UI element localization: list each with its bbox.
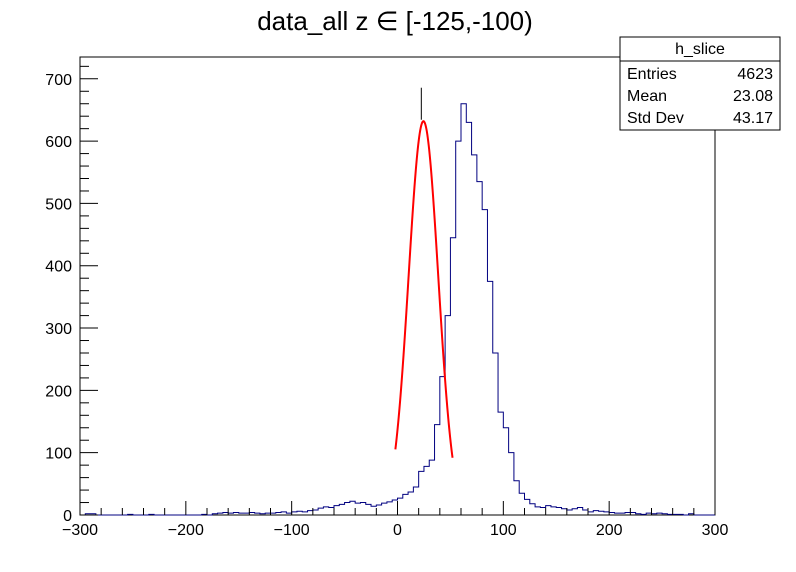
stats-box-frame [619, 36, 781, 131]
y-tick-label: 300 [45, 321, 72, 338]
x-tick-label: −200 [168, 522, 204, 539]
chart-title: data_all z ∈ [-125,-100) [257, 6, 533, 36]
histogram-outline [80, 103, 715, 516]
x-tick-label: 100 [490, 522, 517, 539]
stats-box: h_slice Entries 4623 Mean 23.08 Std Dev … [619, 36, 781, 131]
x-tick-label: 0 [393, 522, 402, 539]
y-tick-label: 700 [45, 72, 72, 89]
stats-stddev-value: 43.17 [733, 110, 773, 127]
y-tick-label: 400 [45, 259, 72, 276]
x-tick-label: 200 [596, 522, 623, 539]
x-tick-label: 300 [702, 522, 729, 539]
y-tick-label: 600 [45, 134, 72, 151]
stats-box-title: h_slice [675, 41, 725, 58]
y-tick-label: 0 [63, 508, 72, 525]
histogram-layer [80, 87, 715, 516]
stats-entries-value: 4623 [737, 66, 773, 83]
gaussian-fit-curve [394, 120, 454, 458]
ticks-layer: −300 −200 −100 0 100 200 300 0 100 200 300 400 500 60… [45, 65, 729, 539]
y-tick-label: 200 [45, 383, 72, 400]
stats-mean-value: 23.08 [733, 88, 773, 105]
x-tick-label: −100 [274, 522, 310, 539]
stats-mean-label: Mean [627, 88, 667, 105]
stats-entries-label: Entries [627, 66, 677, 83]
stats-stddev-label: Std Dev [627, 110, 684, 127]
y-tick-label: 100 [45, 446, 72, 463]
y-tick-label: 500 [45, 196, 72, 213]
x-tick-label: −300 [62, 522, 98, 539]
fit-layer [394, 120, 454, 458]
